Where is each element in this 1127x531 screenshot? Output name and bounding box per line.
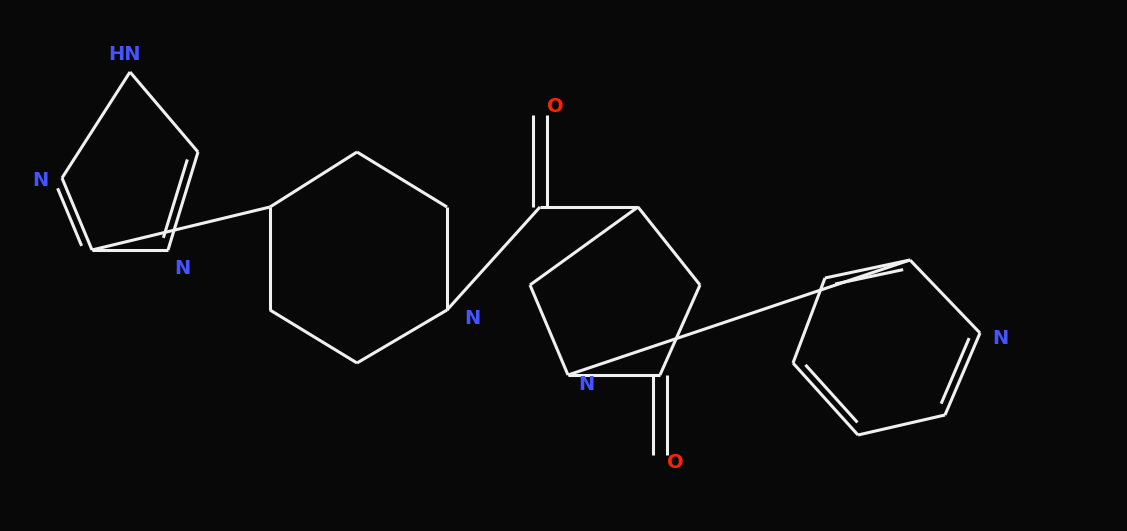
Text: N: N	[32, 170, 48, 190]
Text: O: O	[667, 453, 683, 473]
Text: O: O	[547, 98, 564, 116]
Text: HN: HN	[108, 45, 141, 64]
Text: N: N	[578, 375, 594, 395]
Text: N: N	[174, 259, 190, 278]
Text: N: N	[992, 329, 1009, 347]
Text: N: N	[464, 309, 480, 328]
